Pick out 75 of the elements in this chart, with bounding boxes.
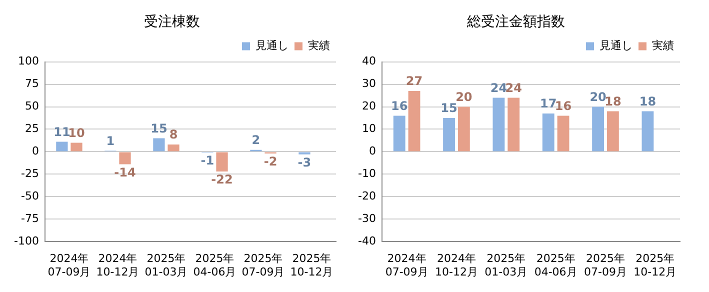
bar <box>119 152 131 164</box>
y-tick-label: 75 <box>24 77 39 90</box>
legend-label: 見通し <box>256 39 288 52</box>
y-tick-label: 100 <box>18 54 39 68</box>
data-label: -14 <box>114 165 136 180</box>
x-tick-label: 2025年 07-09月 <box>584 252 627 278</box>
x-tick-label: 2024年 10-12月 <box>434 252 478 278</box>
data-label: 15 <box>440 101 458 116</box>
legend-label: 見通し <box>600 39 632 52</box>
y-tick-label: -20 <box>358 190 376 203</box>
data-label: -2 <box>264 154 278 169</box>
data-label: 24 <box>490 80 508 95</box>
x-tick-label: 2024年 07-09月 <box>48 252 91 278</box>
legend-label: 実績 <box>652 39 674 52</box>
bar <box>70 142 82 152</box>
x-tick-label: 2025年 01-03月 <box>144 252 188 278</box>
x-tick-label: 2024年 07-09月 <box>385 252 428 278</box>
data-label: 11 <box>54 124 70 139</box>
x-tick-label: 2025年 04-06月 <box>193 252 236 278</box>
x-tick-label: 2025年 10-12月 <box>290 252 334 278</box>
y-tick-label: 25 <box>24 122 39 136</box>
y-tick-label: -10 <box>358 167 376 180</box>
y-tick-label: 0 <box>32 144 39 158</box>
y-tick-label: -25 <box>20 167 39 180</box>
legend-label: 実績 <box>308 39 330 52</box>
bar <box>443 118 455 152</box>
data-label: -3 <box>298 156 312 170</box>
bar <box>153 138 165 152</box>
data-label: 1 <box>106 134 115 148</box>
bar <box>606 111 619 152</box>
data-label: 2 <box>252 133 260 148</box>
bar <box>408 91 420 152</box>
data-label: 20 <box>590 90 606 104</box>
y-tick-label: -30 <box>358 212 376 225</box>
bar <box>168 144 180 152</box>
data-label: 27 <box>406 74 423 88</box>
bar <box>56 142 68 152</box>
bar <box>642 111 654 152</box>
y-tick-label: -50 <box>20 190 39 203</box>
y-tick-label: 0 <box>368 144 376 158</box>
y-tick-label: 10 <box>362 122 376 136</box>
y-tick-label: -75 <box>20 212 39 225</box>
x-tick-label: 2025年 07-09月 <box>242 252 285 278</box>
y-tick-label: 40 <box>362 54 376 68</box>
bar <box>393 116 406 152</box>
data-label: 18 <box>604 94 622 108</box>
data-label: 16 <box>554 98 572 113</box>
data-label: 15 <box>150 121 168 136</box>
bar <box>592 106 604 152</box>
chart-title: 総受注金額指数 <box>466 14 565 30</box>
bar <box>542 113 554 152</box>
bar <box>508 98 520 152</box>
x-tick-label: 2025年 10-12月 <box>634 252 677 278</box>
bar <box>492 98 505 152</box>
y-tick-label: -100 <box>14 234 39 248</box>
bar <box>216 152 228 172</box>
y-tick-label: 20 <box>362 100 376 113</box>
data-label: 20 <box>456 90 472 104</box>
bar <box>458 106 470 152</box>
data-label: -22 <box>211 172 233 187</box>
data-label: 16 <box>391 98 408 113</box>
data-label: -1 <box>200 154 214 168</box>
x-tick-label: 2024年 10-12月 <box>96 252 140 278</box>
data-label: 18 <box>639 94 656 108</box>
chart-title: 受注棟数 <box>144 14 200 30</box>
x-tick-label: 2025年 04-06月 <box>534 252 578 278</box>
x-tick-label: 2025年 01-03月 <box>484 252 528 278</box>
data-label: 24 <box>505 80 522 95</box>
y-tick-label: 30 <box>362 77 376 90</box>
y-tick-label: -40 <box>358 234 376 248</box>
data-label: 10 <box>68 126 85 140</box>
data-label: 17 <box>540 96 557 111</box>
bar <box>557 116 570 152</box>
y-tick-label: 50 <box>24 100 39 113</box>
data-label: 8 <box>169 128 178 142</box>
